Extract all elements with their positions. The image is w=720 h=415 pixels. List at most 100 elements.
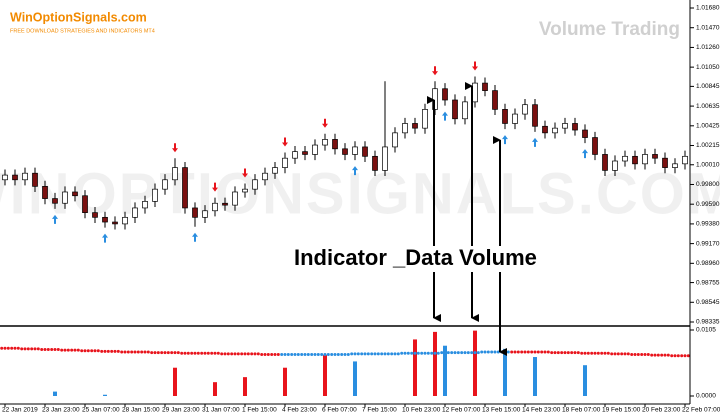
candle-body [172,167,178,181]
indicator-dot [73,348,77,352]
indicator-dot [153,351,157,355]
indicator-dot [486,350,490,354]
indicator-dot [506,350,510,354]
indicator-dot [186,351,190,355]
indicator-dot [516,350,520,354]
indicator-dot [46,347,50,351]
indicator-dot [673,354,677,358]
indicator-dot [453,351,457,355]
indicator-dot [466,351,470,355]
indicator-dot [440,351,444,355]
candle-body [322,139,328,146]
indicator-dot [613,352,617,356]
y-tick-label: 1.00215 [696,142,720,149]
indicator-dot [380,352,384,356]
candle-body [572,123,578,131]
volume-bar [533,357,537,396]
indicator-dot [536,350,540,354]
candle-body [392,132,398,148]
indicator-dot [53,347,57,351]
indicator-dot [376,352,380,356]
indicator-dot [163,351,167,355]
candle-body [82,195,88,213]
indicator-dot [576,351,580,355]
candle-body [362,146,368,157]
x-tick-label: 19 Feb 15:00 [602,407,641,414]
candle-body [602,154,608,171]
x-tick-label: 14 Feb 23:00 [522,407,561,414]
candle-body [672,163,678,168]
x-tick-label: 23 Jan 23:00 [42,407,80,414]
indicator-dot [140,350,144,354]
indicator-dot [250,352,254,356]
indicator-dot [0,346,4,350]
indicator-dot [156,351,160,355]
indicator-dot [83,349,87,353]
indicator-dot [323,353,327,357]
indicator-dot [33,347,37,351]
watermark: WINOPTIONSIGNALS.COM [0,161,720,226]
candle-body [52,198,58,204]
candle-body [72,191,78,197]
indicator-dot [450,351,454,355]
candle-body [62,191,68,204]
indicator-dot [170,351,174,355]
indicator-dot [313,353,317,357]
candle-body [552,127,558,134]
indicator-dot [373,352,377,356]
indicator-dot [120,350,124,354]
candle-body [422,109,428,129]
volume-bar [433,331,437,396]
annotation: Indicator _Data Volume [294,245,537,270]
indicator-dot [316,353,320,357]
indicator-dot [456,351,460,355]
indicator-dot [476,351,480,355]
indicator-dot [236,352,240,356]
indicator-dot [270,353,274,357]
indicator-dot [546,350,550,354]
indicator-dot [423,351,427,355]
indicator-dot [653,353,657,357]
buy-signal [442,111,448,121]
candle-body [202,210,208,218]
candle-body [652,154,658,159]
candle-body [662,157,668,168]
y-tick-label: 1.01470 [696,24,720,31]
volume-bar [583,365,587,396]
candle-body [152,188,158,202]
indicator-dot [126,350,130,354]
candle-body [252,179,258,190]
sell-signal [212,182,218,192]
indicator-dot [570,351,574,355]
candle-body [412,123,418,129]
candle-body [612,160,618,171]
candle-body [122,216,128,225]
candle-body [452,99,458,120]
candle-body [222,202,228,206]
logo: WinOptionSignals.com [10,10,147,24]
volume-bar [443,345,447,396]
indicator-dot [676,354,680,358]
indicator-dot [510,350,514,354]
indicator-dot [443,351,447,355]
volume-bar [323,355,327,396]
indicator-dot [336,353,340,357]
plot [0,61,690,396]
candle-body [532,104,538,127]
indicator-dot [393,352,397,356]
indicator-dot [260,353,264,357]
candle-body [22,172,28,181]
indicator-dot [16,346,20,350]
indicator-dot [180,351,184,355]
indicator-dot [60,348,64,352]
indicator-dot [360,352,364,356]
x-tick-label: 12 Feb 07:00 [442,407,481,414]
annotation-arrows [427,82,507,356]
indicator-dot [273,353,277,357]
indicator-dot [623,352,627,356]
candle-body [132,207,138,218]
x-tick-label: 28 Jan 15:00 [122,407,160,414]
volume-bar [413,339,417,396]
candle-body [582,129,588,138]
y-tick-label: 1.00845 [696,83,720,90]
